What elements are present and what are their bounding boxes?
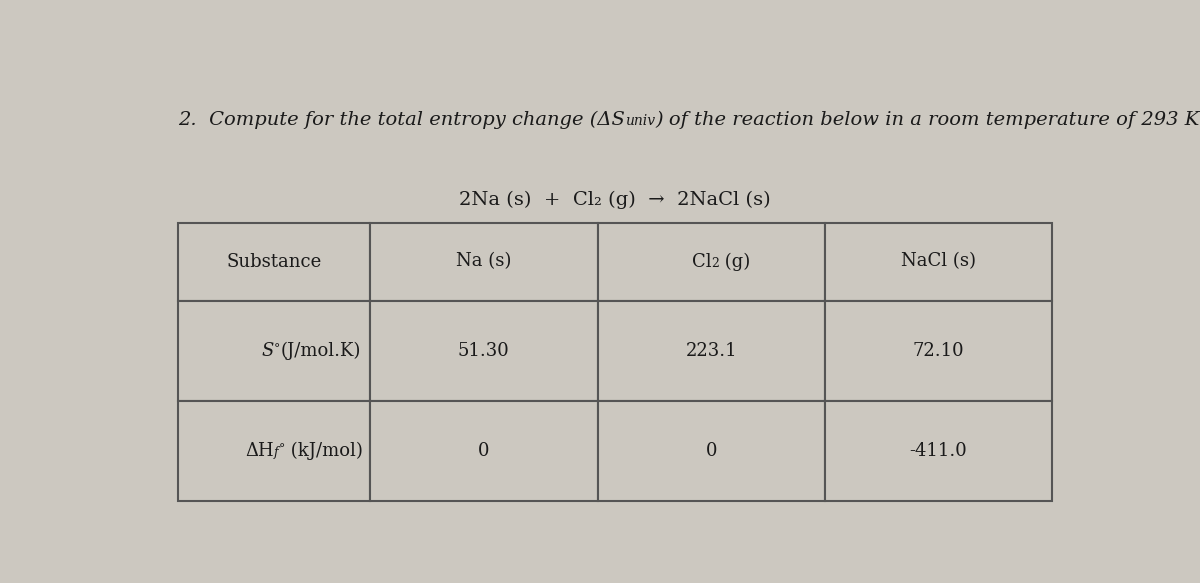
Text: S: S (262, 342, 274, 360)
Text: 0: 0 (706, 442, 716, 460)
Bar (824, 223, 1052, 300)
Text: 51.30: 51.30 (458, 342, 510, 360)
Bar (371, 401, 598, 501)
Text: ΔH: ΔH (246, 442, 274, 460)
Text: °: ° (278, 444, 286, 456)
Bar (824, 300, 1052, 401)
Bar (371, 223, 598, 300)
Text: Na (s): Na (s) (456, 252, 511, 271)
Text: Cl: Cl (691, 252, 712, 271)
Bar (598, 401, 824, 501)
Bar (178, 300, 371, 401)
Text: (kJ/mol): (kJ/mol) (286, 442, 362, 460)
Text: °: ° (274, 343, 281, 356)
Text: -411.0: -411.0 (910, 442, 967, 460)
Bar (824, 401, 1052, 501)
Text: (J/mol.K): (J/mol.K) (281, 342, 361, 360)
Text: univ: univ (625, 114, 655, 128)
Text: ) of the reaction below in a room temperature of 293 K.: ) of the reaction below in a room temper… (655, 110, 1200, 129)
Text: (g): (g) (719, 252, 750, 271)
Text: NaCl (s): NaCl (s) (901, 252, 976, 271)
Text: 72.10: 72.10 (913, 342, 965, 360)
Text: 2.  Compute for the total entropy change (ΔS: 2. Compute for the total entropy change … (178, 110, 625, 129)
Text: 2: 2 (712, 257, 719, 270)
Text: 2Na (s)  +  Cl₂ (g)  →  2NaCl (s): 2Na (s) + Cl₂ (g) → 2NaCl (s) (460, 191, 770, 209)
Bar (598, 300, 824, 401)
Text: f: f (274, 446, 278, 459)
Text: 0: 0 (478, 442, 490, 460)
Bar (371, 300, 598, 401)
Text: 223.1: 223.1 (685, 342, 737, 360)
Bar (598, 223, 824, 300)
Bar (178, 223, 371, 300)
Text: Substance: Substance (227, 252, 322, 271)
Bar (178, 401, 371, 501)
